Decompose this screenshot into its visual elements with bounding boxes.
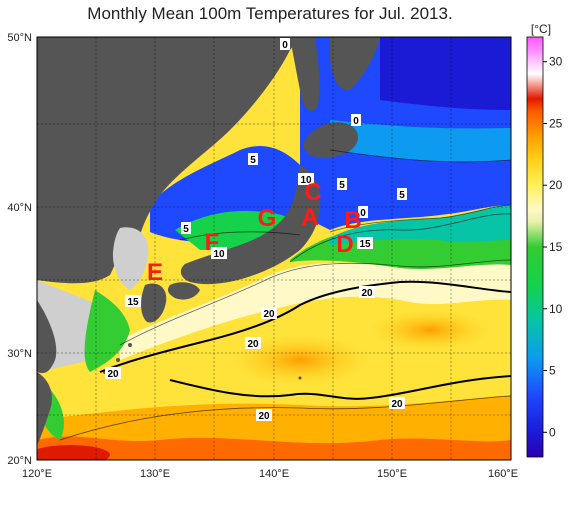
hokkaido	[303, 122, 359, 158]
contour-label: 5	[250, 155, 256, 166]
contour-label: 20	[107, 369, 119, 380]
contour-label: 0	[360, 208, 366, 219]
sakhalin	[290, 37, 320, 112]
ocean-cold-band	[330, 120, 511, 162]
colorbar-tick-label: 30	[549, 55, 563, 69]
contour-label: 0	[282, 40, 288, 51]
colorbar-ticks: 30 25 20 15 10 5 0	[543, 55, 563, 439]
ocean-coldest	[380, 37, 511, 110]
colorbar-tick-label: 0	[549, 425, 556, 439]
contour-label: 20	[258, 411, 270, 422]
korea-peninsula	[112, 227, 149, 290]
map-frame	[36, 36, 512, 461]
contour-lines	[59, 149, 511, 441]
region-label-a: A	[301, 204, 318, 231]
lon-label-160: 160°E	[488, 468, 518, 480]
ocean-cool-band	[330, 205, 511, 245]
contour-label: 20	[247, 339, 259, 350]
contour-label: 5	[399, 190, 405, 201]
map-area: 0 0 5 5 5 5 10 0 10 15 15 20 20	[37, 37, 511, 478]
taiwan-coast	[37, 372, 52, 445]
shikoku	[167, 282, 200, 300]
contour-label: 15	[127, 297, 139, 308]
asia-landmass	[37, 37, 300, 284]
region-label-g: G	[258, 205, 277, 232]
ocean-warm-patch	[230, 335, 370, 385]
contour-label: 15	[359, 239, 371, 250]
okhotsk-coast	[330, 37, 380, 91]
colorbar-tick-label: 20	[549, 178, 563, 192]
contour-label: 10	[213, 249, 225, 260]
contour-label: 10	[300, 175, 312, 186]
colorbar-tick-label: 5	[549, 364, 556, 378]
contour-20	[99, 280, 511, 400]
lon-label-150: 150°E	[377, 468, 407, 480]
colorbar: [°C] 30 25 20 15 10 5 0	[526, 22, 563, 458]
contour-labels: 0 0 5 5 5 5 10 0 10 15 15 20 20	[105, 38, 407, 478]
region-label-d: D	[336, 231, 353, 258]
colorbar-tick-label: 15	[549, 240, 563, 254]
lat-label-40: 40°N	[7, 202, 32, 214]
contour-label: 20	[263, 309, 275, 320]
colorbar-tick-label: 25	[549, 116, 563, 130]
region-label-f: F	[205, 229, 220, 256]
contour-label: 20	[174, 467, 186, 478]
china-coast	[37, 300, 57, 374]
lat-label-50: 50°N	[7, 32, 32, 44]
region-label-c: C	[304, 179, 321, 206]
region-label-e: E	[147, 259, 163, 286]
ocean-pale-band	[120, 262, 511, 360]
colorbar-unit: [°C]	[531, 22, 551, 36]
kyushu	[141, 283, 167, 323]
ocean-warm-patch-2	[370, 310, 490, 350]
lon-label-140: 140°E	[259, 468, 289, 480]
colorbar-tick-label: 10	[549, 302, 563, 316]
region-label-b: B	[344, 207, 361, 234]
ocean-hottest	[37, 445, 110, 460]
contour-label: 5	[339, 180, 345, 191]
contour-label: 20	[361, 288, 373, 299]
map-title: Monthly Mean 100m Temperatures for Jul. …	[87, 4, 453, 23]
lon-label-120: 120°E	[22, 468, 52, 480]
grid-lines	[37, 37, 511, 460]
contour-label: 0	[353, 116, 359, 127]
lat-label-20: 20°N	[7, 455, 32, 467]
lat-label-30: 30°N	[7, 348, 32, 360]
region-labels: A B C D E F G	[147, 179, 362, 286]
lon-label-130: 130°E	[140, 468, 170, 480]
contour-label: 20	[391, 399, 403, 410]
ocean-hot-south	[37, 436, 511, 460]
contour-label: 5	[183, 224, 189, 235]
colorbar-bar	[526, 36, 544, 458]
